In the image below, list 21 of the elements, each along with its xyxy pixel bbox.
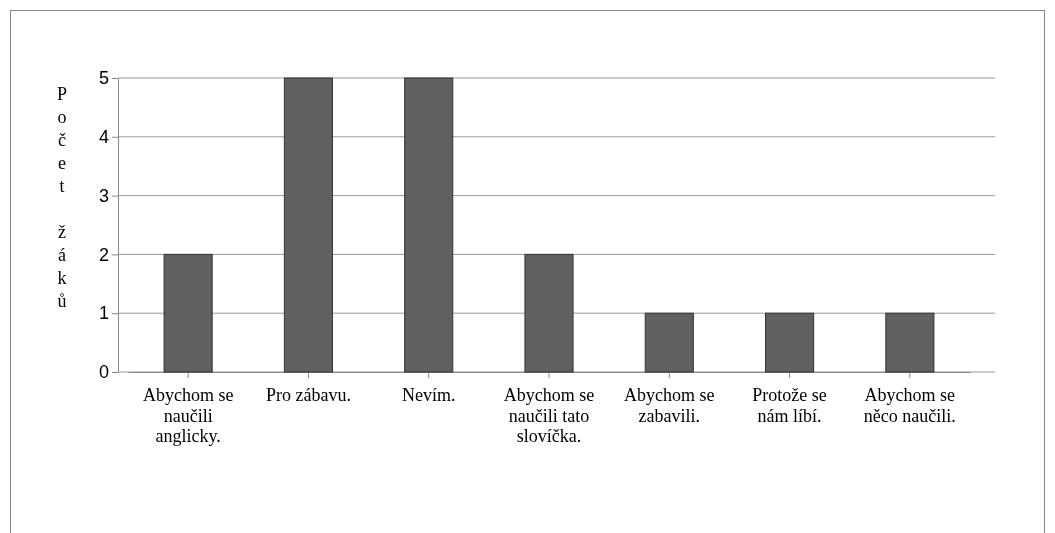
x-tick-label: Abychom se naučili tato slovíčka. — [503, 384, 595, 447]
x-tick-label: Abychom se zabavili. — [624, 384, 715, 426]
bar — [283, 77, 333, 373]
text: Počet žáků — [56, 84, 68, 312]
y-tick-label: 0 — [98, 362, 109, 383]
y-tick-label: 2 — [98, 244, 109, 265]
bar — [885, 312, 935, 373]
y-tick-label: 4 — [98, 127, 109, 148]
bar — [163, 253, 213, 373]
y-tick-label: 5 — [98, 68, 109, 89]
bar — [404, 77, 454, 373]
x-tick-label: Pro zábavu. — [265, 384, 351, 405]
bar — [644, 312, 694, 373]
y-tick-label: 1 — [98, 303, 109, 324]
x-tick-label: Abychom se něco naučili. — [863, 384, 956, 426]
x-tick-label: Nevím. — [401, 384, 456, 405]
x-tick-label: Protože se nám líbí. — [752, 384, 827, 426]
bar — [765, 312, 815, 373]
y-tick-label: 3 — [98, 185, 109, 206]
x-tick-label: Abychom se naučili anglicky. — [142, 384, 234, 447]
bar — [524, 253, 574, 373]
